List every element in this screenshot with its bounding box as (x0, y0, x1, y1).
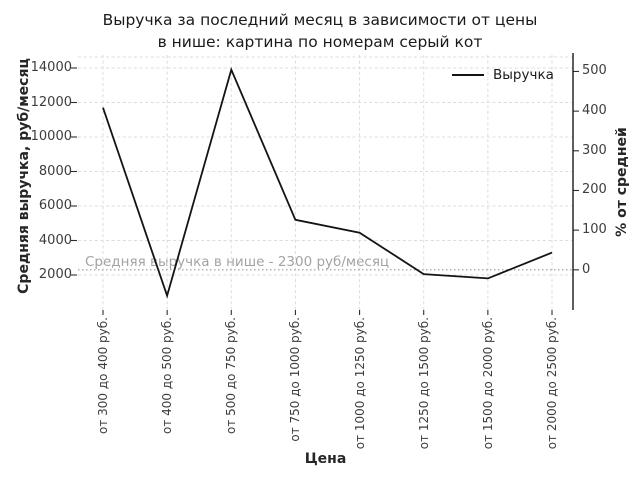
y-axis-tick-label: 8000 (38, 163, 72, 179)
reference-line-label: Средняя выручка в нише - 2300 руб/месяц (85, 254, 390, 270)
legend: Выручка (452, 67, 554, 83)
x-axis-tick-label: от 1250 до 1500 руб. (416, 317, 431, 450)
x-axis-tick-label: от 1500 до 2000 руб. (480, 317, 495, 450)
x-axis-label: Цена (304, 451, 347, 467)
y-right-tick-label: 400 (582, 103, 607, 119)
x-axis-tick-label: от 1000 до 1250 руб. (352, 317, 367, 450)
x-axis-tick-label: от 750 до 1000 руб. (288, 317, 303, 442)
y-axis-tick-label: 14000 (30, 60, 72, 75)
y-right-tick-label: 200 (582, 182, 607, 198)
x-axis-tick-label: от 400 до 500 руб. (160, 317, 175, 434)
y-axis-tick-label: 2000 (38, 267, 72, 282)
legend-label: Выручка (493, 67, 554, 83)
y-axis-tick-label: 10000 (30, 129, 72, 144)
revenue-line (102, 67, 553, 299)
chart-title: Выручка за последний месяц в зависимости… (0, 9, 640, 53)
x-axis-tick-label: от 2000 до 2500 руб. (545, 317, 559, 450)
x-axis-tick-label: от 300 до 400 руб. (96, 317, 110, 434)
x-axis-tick-label: от 500 до 750 руб. (224, 317, 239, 434)
y-right-tick-label: 300 (582, 142, 607, 158)
y-right-tick-label: 500 (582, 63, 607, 79)
y-right-tick-label: 0 (582, 261, 591, 277)
y-axis-tick-label: 4000 (38, 232, 72, 248)
legend-line-sample-icon (452, 74, 484, 76)
chart-title-line2: в нише: картина по номерам серый кот (157, 33, 483, 51)
y-axis-tick-label: 12000 (30, 94, 72, 110)
chart-title-line1: Выручка за последний месяц в зависимости… (102, 11, 538, 29)
y-axis-tick-label: 6000 (38, 198, 72, 213)
y-right-tick-label: 100 (582, 222, 607, 238)
